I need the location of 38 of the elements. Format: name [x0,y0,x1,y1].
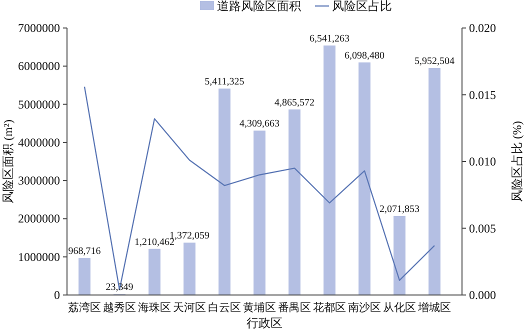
y-tick-label: 3000000 [18,174,60,188]
x-tick-label: 番禺区 [278,301,311,314]
x-tick-label: 从化区 [383,301,416,314]
x-tick-label: 花都区 [313,301,346,314]
x-tick-label: 天河区 [173,302,206,314]
x-tick-label: 增城区 [417,301,451,314]
data-label: 5,952,504 [414,56,454,67]
y2-tick-label: 0.020 [469,21,496,35]
y-tick-label: 2000000 [18,212,60,226]
x-tick-label: 越秀区 [103,301,136,314]
legend-label: 风险区占比 [332,0,392,13]
x-axis-title: 行政区 [246,316,282,330]
data-label: 4,865,572 [274,97,314,108]
data-label: 2,071,853 [380,204,420,215]
legend-label: 道路风险区面积 [217,0,301,13]
x-tick-label: 黄埔区 [243,301,276,314]
data-label: 6,541,263 [310,34,350,44]
y2-axis-title: 风险区占比 (%) [510,121,524,202]
x-tick-label: 白云区 [208,302,241,314]
y-axis-title: 风险区面积 (m²) [1,120,15,204]
data-label: 4,309,663 [240,118,280,130]
y-tick-label: 5000000 [18,97,60,112]
y2-tick-label: 0.005 [469,221,496,236]
x-tick-label: 南沙区 [348,301,381,314]
x-tick-label: 荔湾区 [68,301,101,314]
data-label: 6,098,480 [344,50,384,62]
y2-tick-label: 0.000 [469,288,496,302]
y-tick-label: 0 [54,288,60,302]
y2-tick-label: 0.010 [469,154,496,168]
y-tick-label: 6000000 [18,59,60,74]
data-label: 968,716 [68,246,101,258]
data-label: 5,411,325 [204,76,244,88]
data-label: 1,210,462 [134,236,174,248]
y-tick-label: 7000000 [18,21,60,35]
x-tick-label: 海珠区 [138,301,171,314]
y-tick-label: 1000000 [18,250,60,264]
y-tick-label: 4000000 [18,135,60,150]
y2-tick-label: 0.015 [469,88,496,102]
